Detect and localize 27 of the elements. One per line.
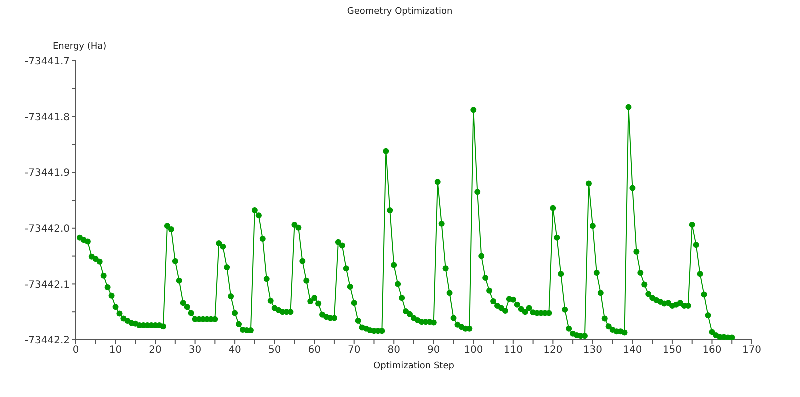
x-tick-label: 80 (388, 345, 400, 356)
y-tick-label: -73442.0 (25, 224, 70, 235)
x-tick-label: 90 (428, 345, 440, 356)
y-axis-title: Energy (Ha) (53, 42, 107, 52)
y-tick-label: -73441.7 (25, 56, 70, 68)
x-tick-label: 120 (544, 345, 563, 356)
x-tick-label: 110 (504, 345, 523, 356)
x-tick-label: 100 (464, 345, 484, 356)
x-axis-title: Optimization Step (374, 361, 455, 372)
x-tick-label: 40 (228, 345, 242, 356)
x-tick-label: 0 (72, 345, 80, 356)
y-tick-label: -73441.8 (25, 112, 70, 124)
y-tick-label: -73441.9 (25, 168, 70, 180)
y-tick-label: -73442.2 (25, 336, 70, 347)
x-tick-label: 160 (702, 345, 722, 356)
x-tick-label: 10 (109, 345, 122, 356)
chart-title: Geometry Optimization (346, 7, 454, 17)
x-tick-label: 170 (742, 345, 762, 356)
y-tick-label: -73442.1 (25, 280, 70, 291)
x-tick-label: 60 (308, 345, 321, 356)
x-tick-label: 130 (583, 345, 602, 356)
x-tick-label: 30 (188, 345, 202, 356)
x-tick-label: 20 (149, 345, 162, 356)
x-tick-label: 150 (662, 345, 682, 356)
x-tick-label: 70 (348, 345, 361, 356)
x-tick-label: 140 (623, 345, 642, 356)
x-tick-label: 50 (268, 345, 282, 356)
